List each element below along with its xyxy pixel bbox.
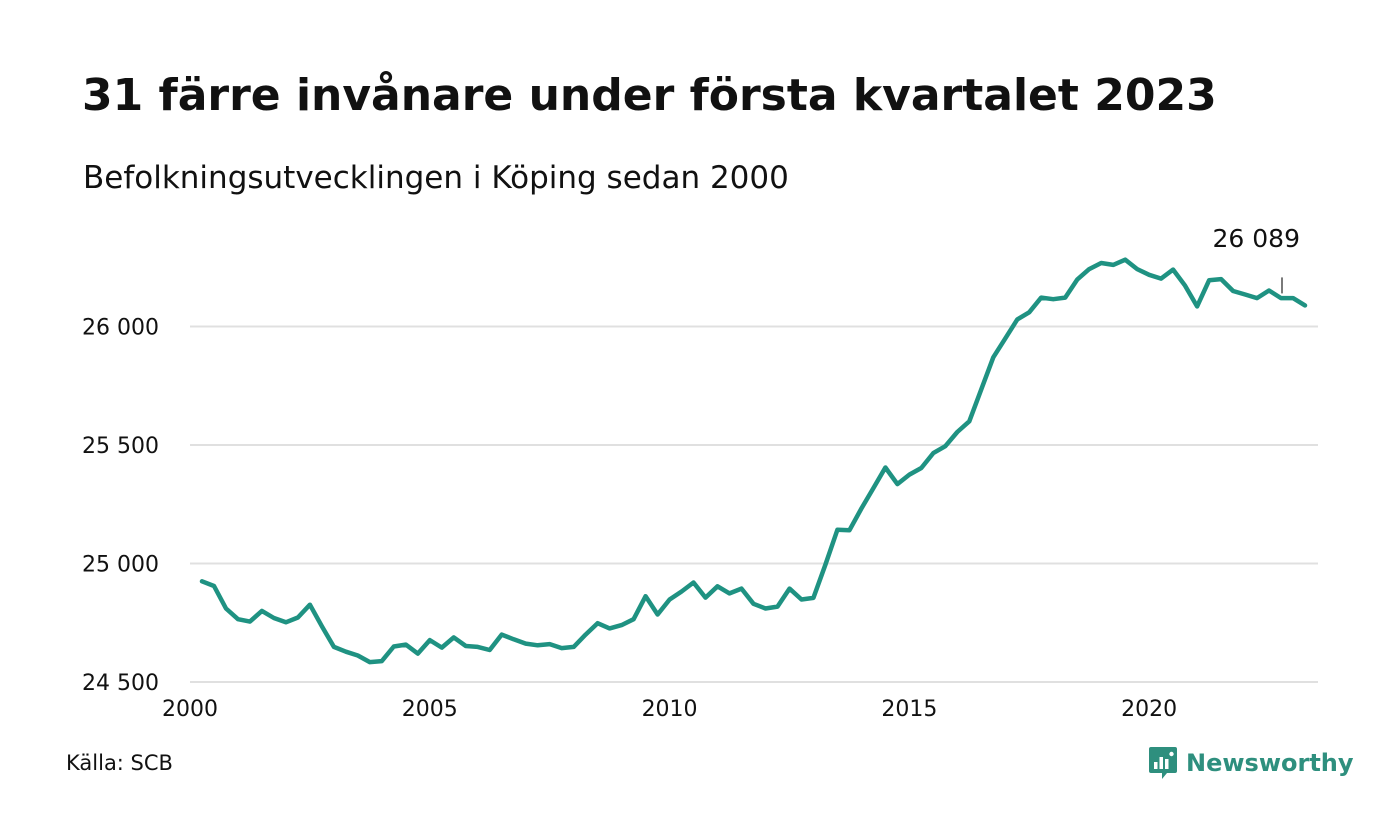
y-tick-label: 24 500 [82,671,159,696]
x-tick-label: 2015 [881,697,937,722]
source-note: Källa: SCB [66,751,173,775]
y-tick-label: 25 000 [82,553,159,578]
series-line [199,257,1308,665]
end-value-label: 26 089 [1213,224,1300,253]
x-tick-label: 2020 [1121,697,1177,722]
x-tick-label: 2010 [642,697,698,722]
y-tick-label: 26 000 [82,316,159,341]
newsworthy-chart-bubble-icon [1149,747,1177,779]
chart-title: 31 färre invånare under första kvartalet… [82,70,1217,121]
logo-text: Newsworthy [1186,749,1354,777]
chart-subtitle: Befolkningsutvecklingen i Köping sedan 2… [83,160,789,196]
y-tick-label: 25 500 [82,434,159,459]
x-tick-label: 2000 [162,697,218,722]
newsworthy-logo: Newsworthy [1148,745,1354,781]
x-tick-label: 2005 [402,697,458,722]
